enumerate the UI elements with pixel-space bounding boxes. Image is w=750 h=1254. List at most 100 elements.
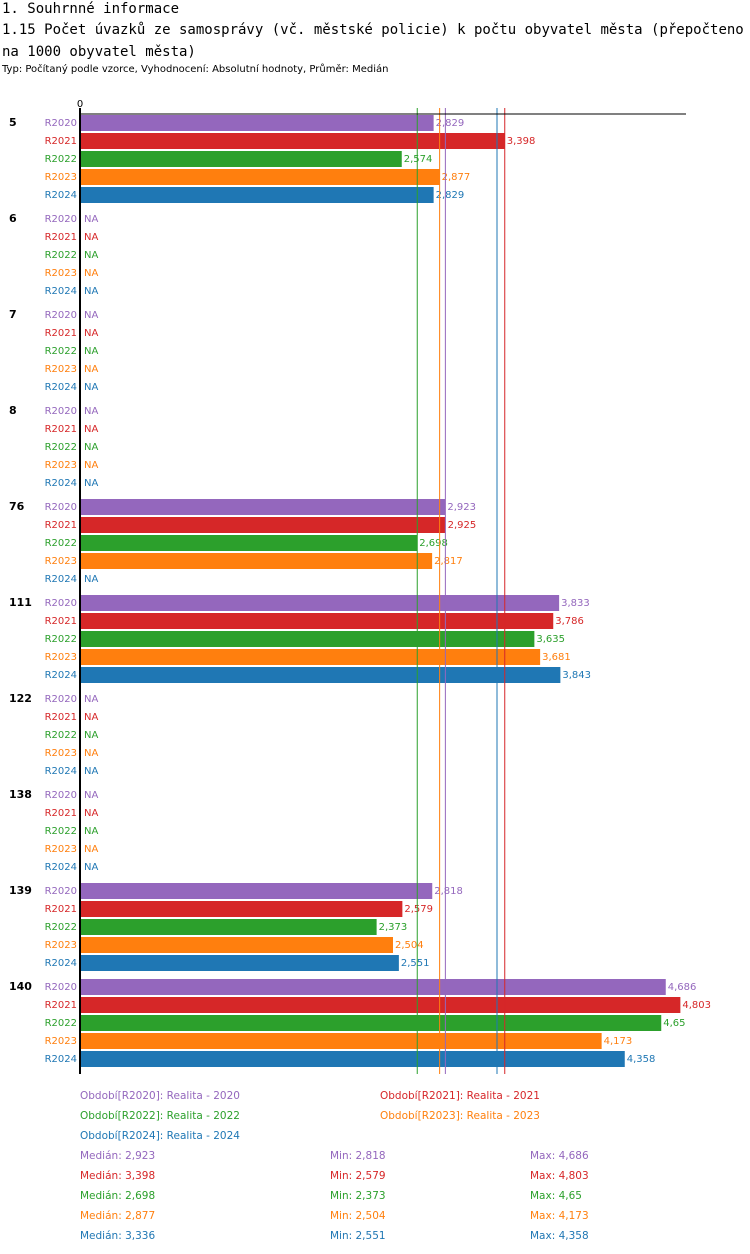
legend-entry: Období[R2024]: Realita - 2024 (80, 1130, 240, 1142)
series-row-label: R2024 (45, 286, 77, 297)
data-label: NA (84, 730, 98, 741)
bar (80, 937, 393, 953)
series-row-label: R2020 (45, 214, 77, 225)
series-row-label: R2020 (45, 310, 77, 321)
bar (80, 979, 666, 995)
series-row-label: R2023 (45, 460, 77, 471)
data-label: 4,65 (663, 1018, 685, 1029)
series-row-label: R2024 (45, 958, 77, 969)
bar (80, 517, 446, 533)
data-label: NA (84, 826, 98, 837)
stat-min: Min: 2,504 (330, 1210, 386, 1222)
data-label: NA (84, 346, 98, 357)
series-row-label: R2024 (45, 766, 77, 777)
category-label: 7 (9, 308, 17, 321)
data-label: NA (84, 574, 98, 585)
data-label: NA (84, 286, 98, 297)
data-label: 2,817 (434, 556, 463, 567)
stat-median: Medián: 3,336 (80, 1230, 156, 1242)
series-row-label: R2023 (45, 364, 77, 375)
series-row-label: R2021 (45, 712, 77, 723)
series-row-label: R2020 (45, 502, 77, 513)
category-label: 122 (9, 692, 32, 705)
stat-max: Max: 4,65 (530, 1190, 582, 1202)
data-label: 3,398 (507, 136, 536, 147)
data-label: NA (84, 310, 98, 321)
series-row-label: R2023 (45, 268, 77, 279)
data-label: 2,923 (447, 502, 476, 513)
data-label: NA (84, 250, 98, 261)
bar (80, 1051, 625, 1067)
data-label: 3,843 (562, 670, 591, 681)
data-label: NA (84, 694, 98, 705)
data-label: 2,551 (401, 958, 430, 969)
stat-max: Max: 4,803 (530, 1170, 589, 1182)
data-label: 2,829 (436, 118, 465, 129)
bar (80, 595, 560, 611)
data-label: 2,829 (436, 190, 465, 201)
series-row-label: R2023 (45, 748, 77, 759)
data-label: NA (84, 364, 98, 375)
series-row-label: R2021 (45, 136, 77, 147)
series-row-label: R2022 (45, 250, 77, 261)
chart-subtitle: Typ: Počítaný podle vzorce, Vyhodnocení:… (2, 64, 389, 75)
bar (80, 667, 561, 683)
series-row-label: R2023 (45, 844, 77, 855)
series-row-label: R2024 (45, 1054, 77, 1065)
bar (80, 901, 403, 917)
series-row-label: R2021 (45, 904, 77, 915)
series-row-label: R2021 (45, 616, 77, 627)
stat-median: Medián: 3,398 (80, 1170, 156, 1182)
series-row-label: R2022 (45, 442, 77, 453)
category-label: 138 (9, 788, 32, 801)
legend-entry: Období[R2020]: Realita - 2020 (80, 1090, 240, 1102)
data-label: NA (84, 460, 98, 471)
data-label: NA (84, 766, 98, 777)
category-label: 140 (9, 980, 32, 993)
stat-max: Max: 4,686 (530, 1150, 589, 1162)
data-label: NA (84, 328, 98, 339)
chart-title: 1.15 Počet úvazků ze samosprávy (vč. měs… (2, 22, 744, 60)
series-row-label: R2022 (45, 634, 77, 645)
bar (80, 553, 433, 569)
data-label: 2,877 (442, 172, 471, 183)
data-label: 2,818 (434, 886, 463, 897)
legend-entry: Období[R2022]: Realita - 2022 (80, 1110, 240, 1122)
legend-entry: Období[R2021]: Realita - 2021 (380, 1090, 540, 1102)
series-row-label: R2023 (45, 1036, 77, 1047)
series-row-label: R2023 (45, 172, 77, 183)
bar (80, 151, 402, 167)
data-label: NA (84, 712, 98, 723)
series-row-label: R2020 (45, 406, 77, 417)
data-label: NA (84, 214, 98, 225)
data-label: 2,925 (448, 520, 477, 531)
category-label: 5 (9, 116, 17, 129)
bar (80, 535, 418, 551)
data-label: 4,686 (668, 982, 697, 993)
series-row-label: R2022 (45, 154, 77, 165)
category-label: 6 (9, 212, 17, 225)
series-row-label: R2023 (45, 556, 77, 567)
stat-max: Max: 4,173 (530, 1210, 589, 1222)
series-row-label: R2021 (45, 328, 77, 339)
data-label: 3,635 (536, 634, 565, 645)
stat-min: Min: 2,818 (330, 1150, 386, 1162)
series-row-label: R2024 (45, 670, 77, 681)
data-label: 3,833 (561, 598, 590, 609)
data-label: NA (84, 442, 98, 453)
data-label: 4,173 (604, 1036, 633, 1047)
series-row-label: R2022 (45, 1018, 77, 1029)
data-label: 3,786 (555, 616, 584, 627)
series-row-label: R2020 (45, 982, 77, 993)
series-row-label: R2022 (45, 730, 77, 741)
series-row-label: R2022 (45, 826, 77, 837)
data-label: 2,574 (404, 154, 433, 165)
data-label: 3,681 (542, 652, 571, 663)
stat-median: Medián: 2,877 (80, 1210, 156, 1222)
series-row-label: R2024 (45, 574, 77, 585)
data-label: NA (84, 790, 98, 801)
bar (80, 1015, 662, 1031)
data-label: NA (84, 862, 98, 873)
data-label: NA (84, 382, 98, 393)
